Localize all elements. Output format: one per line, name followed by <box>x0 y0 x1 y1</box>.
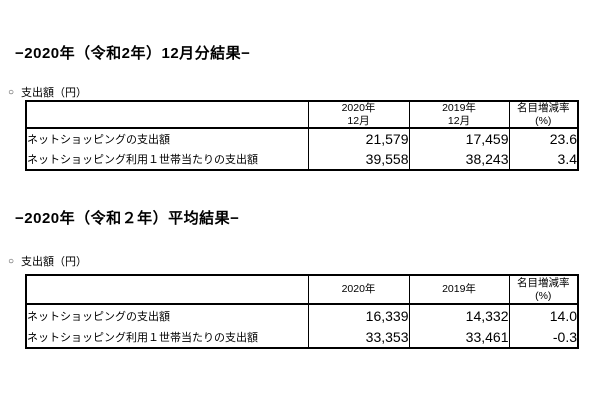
rate-cell: 14.0 <box>508 304 579 326</box>
header-cell-rate: 名目増減率 (%) <box>508 100 579 130</box>
section-heading-december-results: −2020年（令和2年）12月分結果− <box>15 45 251 62</box>
value-2019-cell: 38,243 <box>408 149 510 171</box>
value-2020-cell: 16,339 <box>307 304 410 326</box>
table-header-row: 2020年 12月 2019年 12月 名目増減率 (%) <box>25 100 579 130</box>
rate-cell: -0.3 <box>508 326 579 348</box>
table-row: ネットショッピングの支出額 21,579 17,459 23.6 <box>25 128 579 150</box>
header-line: 2020年 <box>341 102 376 114</box>
header-cell-2020: 2020年 12月 <box>307 100 410 130</box>
header-line: 2019年 <box>442 102 476 114</box>
header-cell-empty <box>25 274 309 305</box>
row-label-cell: ネットショッピング利用１世帯当たりの支出額 <box>25 149 309 171</box>
header-line: 12月 <box>447 114 471 127</box>
value-2019-cell: 17,459 <box>408 128 510 150</box>
header-line: (%) <box>535 114 552 127</box>
table-header-row: 2020年 2019年 名目増減率 (%) <box>25 274 579 305</box>
header-line: 名目増減率 <box>517 276 570 289</box>
header-cell-2019: 2019年 12月 <box>408 100 510 130</box>
header-line: 2019年 <box>442 283 476 296</box>
row-label-cell: ネットショッピングの支出額 <box>25 304 309 326</box>
expenditure-label-text: 支出額（円） <box>21 256 88 268</box>
section-heading-average-results: −2020年（令和２年）平均結果− <box>15 210 240 227</box>
circle-bullet-icon: ○ <box>8 255 15 267</box>
table-row: ネットショッピングの支出額 16,339 14,332 14.0 <box>25 304 579 326</box>
expenditure-label-2: ○ 支出額（円） <box>8 253 87 269</box>
header-cell-2020: 2020年 <box>307 274 410 305</box>
expenditure-table-december: 2020年 12月 2019年 12月 名目増減率 (%) ネットショッピングの… <box>25 100 579 172</box>
header-line: 2020年 <box>341 283 376 296</box>
rate-cell: 3.4 <box>508 149 579 171</box>
expenditure-table-average: 2020年 2019年 名目増減率 (%) ネットショッピングの支出額 16,3… <box>25 274 579 349</box>
value-2020-cell: 21,579 <box>307 128 410 150</box>
value-2020-cell: 39,558 <box>307 149 410 171</box>
table-row: ネットショッピング利用１世帯当たりの支出額 33,353 33,461 -0.3 <box>25 326 579 348</box>
circle-bullet-icon: ○ <box>8 86 15 98</box>
expenditure-label-text: 支出額（円） <box>21 87 88 99</box>
value-2019-cell: 14,332 <box>408 304 510 326</box>
rate-cell: 23.6 <box>508 128 579 150</box>
header-line: 名目増減率 <box>517 102 570 114</box>
header-line: (%) <box>535 289 552 302</box>
table-row: ネットショッピング利用１世帯当たりの支出額 39,558 38,243 3.4 <box>25 149 579 171</box>
header-cell-2019: 2019年 <box>408 274 510 305</box>
header-line: 12月 <box>347 114 370 127</box>
header-cell-empty <box>25 100 309 130</box>
value-2019-cell: 33,461 <box>408 326 510 348</box>
expenditure-label-1: ○ 支出額（円） <box>8 84 87 100</box>
row-label-cell: ネットショッピングの支出額 <box>25 128 309 150</box>
header-cell-rate: 名目増減率 (%) <box>508 274 579 305</box>
row-label-cell: ネットショッピング利用１世帯当たりの支出額 <box>25 326 309 348</box>
value-2020-cell: 33,353 <box>307 326 410 348</box>
